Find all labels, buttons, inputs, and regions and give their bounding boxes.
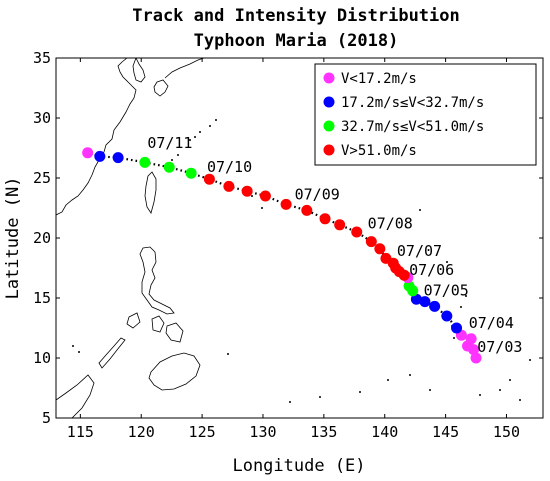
track-point	[301, 204, 313, 216]
legend-marker	[323, 144, 335, 156]
track-point	[470, 352, 482, 364]
y-tick-label: 10	[33, 349, 51, 367]
track-point	[380, 252, 392, 264]
x-tick-label: 150	[493, 423, 520, 441]
track-point	[163, 161, 175, 173]
x-tick-label: 145	[432, 423, 459, 441]
track-point	[82, 147, 94, 159]
x-tick-label: 135	[310, 423, 337, 441]
track-point	[223, 180, 235, 192]
track-point	[280, 198, 292, 210]
x-tick-label: 120	[128, 423, 155, 441]
track-point	[203, 173, 215, 185]
track-point	[465, 333, 477, 345]
y-tick-label: 35	[33, 49, 51, 67]
y-tick-label: 5	[42, 409, 51, 427]
date-label: 07/04	[469, 314, 514, 332]
date-label: 07/11	[147, 134, 192, 152]
track-point	[403, 280, 415, 292]
date-label: 07/08	[368, 214, 413, 232]
date-label: 07/07	[397, 242, 442, 260]
track-point	[259, 190, 271, 202]
axis-ticks: 115 120 125 130 135 140 145 150 5 10 15 20 25 30 35	[33, 49, 543, 441]
track-point	[334, 219, 346, 231]
track-point	[241, 185, 253, 197]
chart-subtitle: Typhoon Maria (2018)	[194, 31, 399, 51]
track-point	[351, 226, 363, 238]
legend-marker	[323, 72, 335, 84]
track-point	[451, 322, 463, 334]
y-tick-label: 30	[33, 109, 51, 127]
legend-label: V<17.2m/s	[341, 71, 417, 87]
legend-label: 17.2m/s≤V<32.7m/s	[341, 95, 484, 111]
x-tick-label: 130	[249, 423, 276, 441]
track-point	[441, 310, 453, 322]
legend-marker	[323, 96, 335, 108]
legend-label: 32.7m/s≤V<51.0m/s	[341, 119, 484, 135]
track-point	[139, 156, 151, 168]
x-tick-label: 125	[189, 423, 216, 441]
track-point	[410, 293, 422, 305]
date-label: 07/05	[424, 282, 469, 300]
y-tick-label: 15	[33, 289, 51, 307]
track-line	[87, 151, 478, 359]
track-point	[319, 213, 331, 225]
date-label: 07/06	[409, 261, 454, 279]
y-tick-label: 25	[33, 169, 51, 187]
legend-box	[314, 63, 537, 166]
chart-title: Track and Intensity Distribution	[132, 6, 460, 26]
y-axis-label: Latitude (N)	[3, 177, 23, 300]
track-layer	[82, 147, 482, 364]
track-point	[374, 243, 386, 255]
coastline-map	[56, 58, 531, 418]
date-label: 07/03	[477, 338, 522, 356]
track-point	[419, 296, 431, 308]
track-point	[185, 167, 197, 179]
x-axis-label: Longitude (E)	[232, 456, 365, 476]
track-point	[429, 300, 441, 312]
x-tick-label: 140	[371, 423, 398, 441]
date-label: 07/10	[207, 158, 252, 176]
legend-marker	[323, 120, 335, 132]
y-tick-label: 20	[33, 229, 51, 247]
track-point	[112, 152, 124, 164]
date-label: 07/09	[295, 186, 340, 204]
legend: V<17.2m/s 17.2m/s≤V<32.7m/s 32.7m/s≤V<51.0…	[314, 63, 537, 166]
x-tick-label: 115	[67, 423, 94, 441]
track-point	[365, 236, 377, 248]
legend-label: V>51.0m/s	[341, 143, 417, 159]
track-point	[94, 150, 106, 162]
